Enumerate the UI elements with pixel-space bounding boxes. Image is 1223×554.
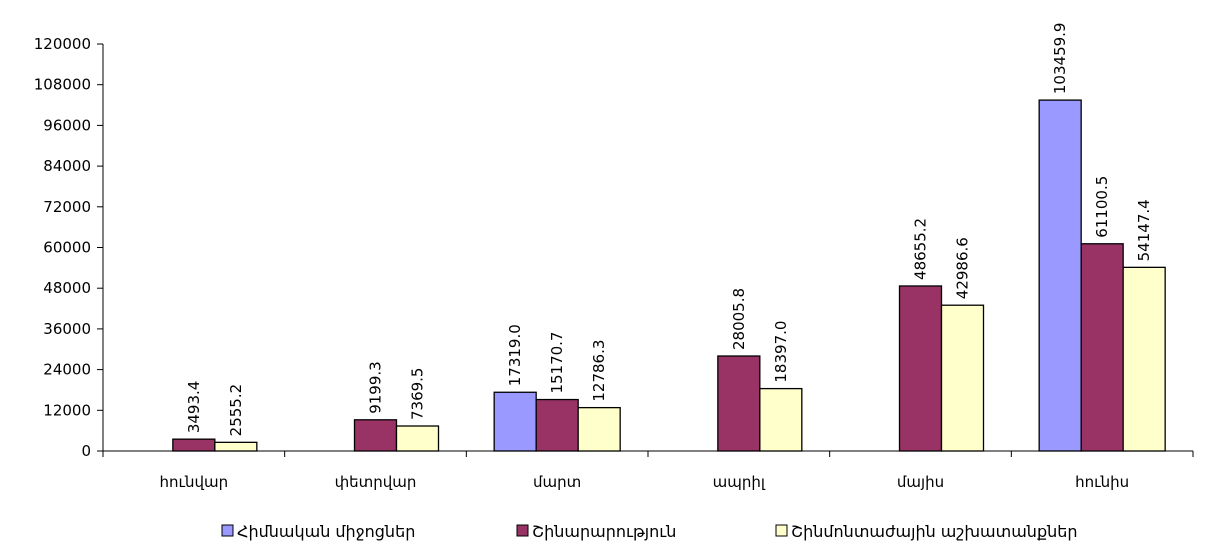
data-label: 2555.2: [227, 384, 245, 437]
data-label: 103459.9: [1051, 23, 1069, 95]
legend-swatch: [516, 524, 529, 537]
bars: [172, 99, 1166, 452]
data-label: 7369.5: [409, 368, 427, 421]
bar: [940, 304, 985, 452]
y-tick-label: 0: [81, 442, 91, 460]
legend-swatch: [221, 524, 234, 537]
data-label: 42986.6: [954, 237, 972, 299]
bar: [395, 425, 440, 452]
bar: [1080, 243, 1124, 452]
bar: [717, 355, 761, 452]
x-category-label: մայիս: [897, 473, 944, 491]
x-category-label: փետրվար: [335, 473, 417, 491]
data-label: 9199.3: [367, 361, 385, 414]
data-label: 28005.8: [730, 288, 748, 350]
data-label: 61100.5: [1093, 176, 1111, 238]
axes: 0 12000 24000 36000 48000 60000 72000 84000 9600…: [34, 35, 1194, 491]
legend-label: Հիմնական միջոցներ: [237, 522, 415, 541]
x-category-label: հունվար: [159, 473, 228, 491]
data-label: 17319.0: [506, 324, 524, 386]
data-label: 12786.3: [590, 340, 608, 402]
bar: [1122, 266, 1166, 452]
bar: [214, 441, 258, 452]
legend-label: Շինարարություն: [532, 522, 676, 541]
bar: [353, 419, 398, 452]
y-tick-label: 96000: [43, 116, 91, 134]
data-label: 54147.4: [1135, 199, 1153, 261]
x-category-label: հունիս: [1075, 473, 1129, 491]
x-category-label: ապրիլ: [713, 473, 766, 491]
y-tick-label: 48000: [43, 279, 91, 297]
y-tick-label: 120000: [34, 35, 91, 53]
bar: [535, 398, 579, 452]
y-tick-label: 12000: [43, 401, 91, 419]
y-tick-label: 36000: [43, 320, 91, 338]
data-label: 3493.4: [185, 381, 203, 434]
bar: [577, 406, 621, 452]
y-tick-label: 72000: [43, 198, 91, 216]
bar: [493, 391, 537, 452]
legend-swatch: [775, 524, 788, 537]
bar: [759, 387, 803, 452]
bar: [1038, 99, 1082, 452]
data-label: 48655.2: [912, 218, 930, 280]
data-label: 15170.7: [548, 332, 566, 394]
bar: [172, 438, 216, 452]
y-tick-label: 108000: [34, 76, 91, 94]
x-category-label: մարտ: [533, 473, 581, 491]
bar: [898, 285, 943, 452]
legend-label: Շինմոնտաժային աշխատանքներ: [791, 522, 1078, 541]
y-tick-label: 24000: [43, 361, 91, 379]
data-labels: 3493.4 2555.2 9199.3 7369.5 17319.0 15170.7 12…: [185, 23, 1153, 437]
data-label: 18397.0: [772, 321, 790, 383]
y-tick-label: 60000: [43, 239, 91, 257]
legend: Հիմնական միջոցներ Շինարարություն Շինմոնտաժ…: [221, 522, 1078, 541]
y-tick-label: 84000: [43, 157, 91, 175]
